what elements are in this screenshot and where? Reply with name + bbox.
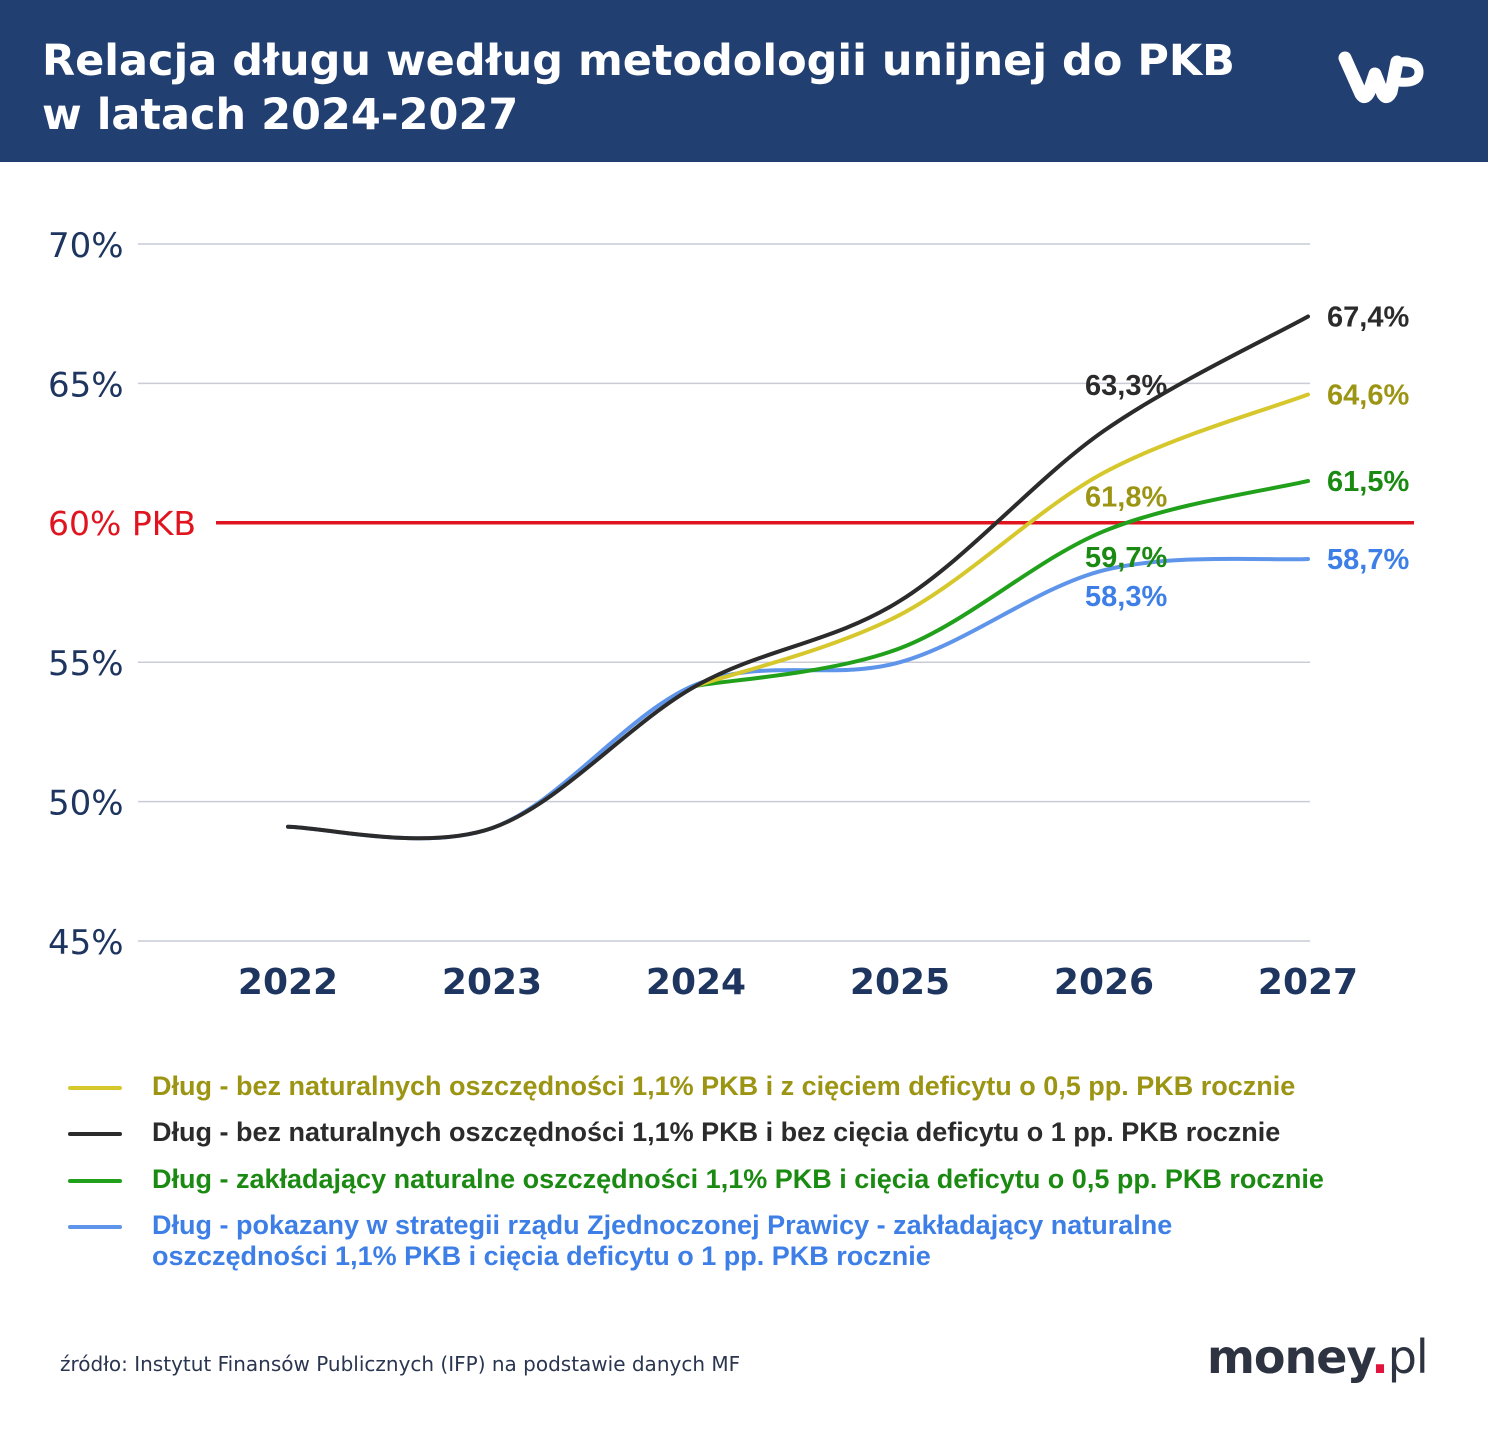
brand-tld: pl <box>1387 1330 1429 1384</box>
wp-logo-icon <box>1338 51 1424 104</box>
series-line <box>286 314 1310 841</box>
brand-dot: . <box>1371 1330 1389 1384</box>
legend-swatch <box>68 1132 122 1136</box>
x-tick-label: 2024 <box>646 962 746 1003</box>
line-chart: 70% 65% 55% 50% 45% 60% PKB 2022 2023 2024 2025 20… <box>48 226 1414 1003</box>
page-title: Relacja długu według metodologii unijnej… <box>42 36 1235 140</box>
data-label-2027: 61,5% <box>1327 466 1409 498</box>
y-tick-label: 50% <box>48 784 124 824</box>
series-line <box>694 478 1310 688</box>
x-tick-label: 2025 <box>850 962 950 1003</box>
data-label-2026: 63,3% <box>1085 370 1167 402</box>
data-label-2026: 59,7% <box>1085 542 1167 574</box>
legend-swatch <box>68 1086 122 1090</box>
y-tick-label: 55% <box>48 644 124 684</box>
legend-label: Dług - bez naturalnych oszczędności 1,1%… <box>152 1071 1296 1101</box>
header-banner: Relacja długu według metodologii unijnej… <box>0 0 1488 162</box>
y-tick-label: 45% <box>48 923 124 963</box>
data-label-2026: 61,8% <box>1085 482 1167 514</box>
legend-label: Dług - bez naturalnych oszczędności 1,1%… <box>152 1117 1281 1147</box>
y-tick-label: 65% <box>48 365 124 405</box>
series-line <box>694 392 1310 688</box>
brand-main: money <box>1207 1330 1372 1384</box>
legend-label: Dług - zakładający naturalne oszczędnośc… <box>152 1164 1324 1194</box>
x-tick-label: 2027 <box>1258 962 1358 1003</box>
data-label-2026: 58,3% <box>1085 581 1167 613</box>
legend-label: Dług - pokazany w strategii rządu Zjedno… <box>152 1210 1173 1271</box>
source-note: źródło: Instytut Finansów Publicznych (I… <box>60 1352 741 1376</box>
reference-line-label: 60% PKB <box>48 504 196 543</box>
data-label-2027: 67,4% <box>1327 301 1409 333</box>
x-tick-label: 2022 <box>238 962 338 1003</box>
data-label-2027: 58,7% <box>1327 544 1409 576</box>
y-tick-label: 70% <box>48 226 124 266</box>
money-pl-logo: money.pl <box>1207 1330 1429 1384</box>
x-tick-label: 2026 <box>1054 962 1154 1003</box>
legend-swatch <box>68 1179 122 1183</box>
legend-swatch <box>68 1225 122 1229</box>
x-tick-label: 2023 <box>442 962 542 1003</box>
data-label-2027: 64,6% <box>1327 380 1409 412</box>
